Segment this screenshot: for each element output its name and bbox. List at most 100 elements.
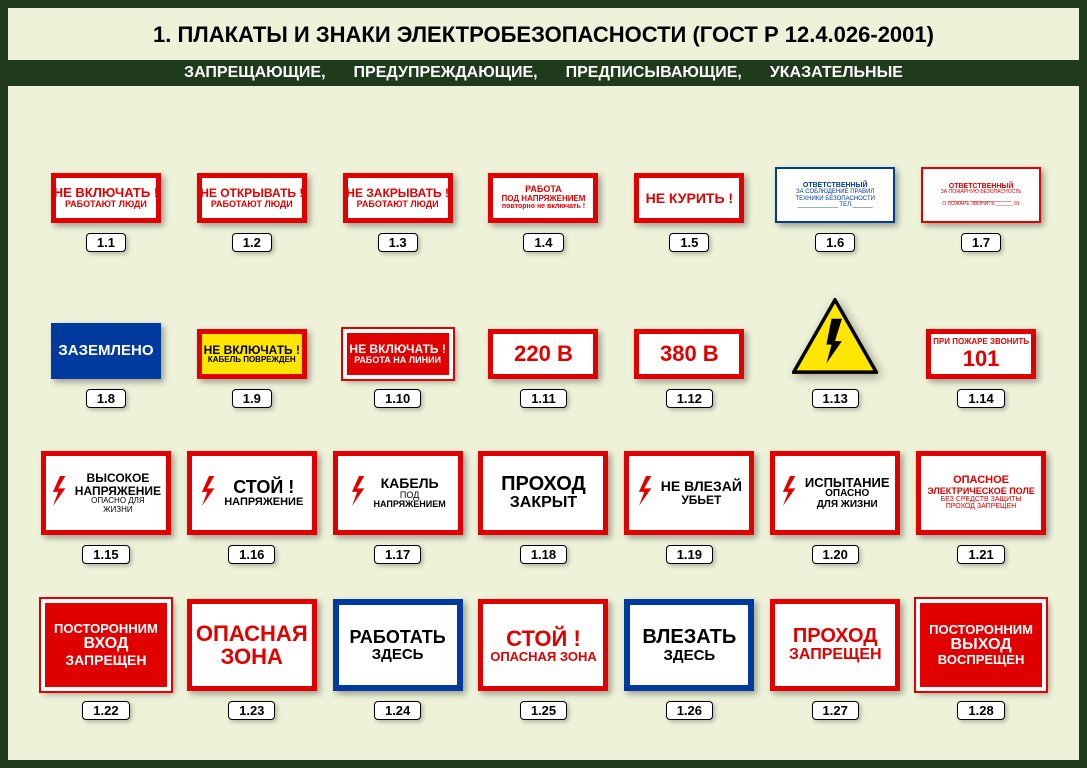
sign-1.12: 380 В (634, 329, 744, 379)
sign-cell-1.28: ПОСТОРОННИМВЫХОДВОСПРЕЩЕН 1.28 (911, 572, 1051, 720)
bolt-icon (781, 476, 799, 510)
sign-cell-1.13: 1.13 (765, 260, 905, 408)
sign-caption: 1.24 (374, 701, 421, 720)
sign-cell-1.6: ОТВЕТСТВЕННЫЙЗА СОБЛЮДЕНИЕ ПРАВИЛТЕХНИКИ… (765, 104, 905, 252)
sign-cell-1.11: 220 В 1.11 (474, 260, 614, 408)
sign-caption: 1.28 (957, 701, 1004, 720)
sign-line: РАБОТАЮТ ЛЮДИ (211, 200, 293, 209)
sign-caption: 1.23 (228, 701, 275, 720)
warning-triangle-icon (792, 298, 878, 379)
sign-line: ПОД НАПРЯЖЕНИЕМ (502, 195, 586, 203)
sign-caption: 1.27 (812, 701, 859, 720)
sign-caption: 1.15 (82, 545, 129, 564)
sign-line: НЕ ЗАКРЫВАТЬ ! (346, 187, 449, 200)
sign-1.10: НЕ ВКЛЮЧАТЬ !РАБОТА НА ЛИНИИ (343, 329, 453, 379)
sign-line: ВЛЕЗАТЬ (642, 627, 736, 648)
sign-line: ОПАСНОЕ (953, 475, 1009, 487)
sign-cell-1.2: НЕ ОТКРЫВАТЬ !РАБОТАЮТ ЛЮДИ1.2 (182, 104, 322, 252)
sign-cell-1.16: СТОЙ !НАПРЯЖЕНИЕ1.16 (182, 416, 322, 564)
sign-1.1: НЕ ВКЛЮЧАТЬ !РАБОТАЮТ ЛЮДИ (51, 173, 161, 223)
sign-line: НЕ ОТКРЫВАТЬ ! (200, 187, 303, 200)
sign-cell-1.23: ОПАСНАЯЗОНА 1.23 (182, 572, 322, 720)
sign-line: НЕ ВКЛЮЧАТЬ ! (54, 186, 158, 200)
sign-caption: 1.19 (666, 545, 713, 564)
sign-1.26: ВЛЕЗАТЬЗДЕСЬ (624, 599, 754, 691)
bolt-icon (350, 476, 368, 510)
sign-caption: 1.3 (378, 233, 418, 252)
sign-1.4: РАБОТАПОД НАПРЯЖЕНИЕМповторно не включат… (488, 173, 598, 223)
sign-1.18: ПРОХОДЗАКРЫТ (478, 451, 608, 535)
sign-cell-1.14: ПРИ ПОЖАРЕ ЗВОНИТЬ1011.14 (911, 260, 1051, 408)
sign-1.2: НЕ ОТКРЫВАТЬ !РАБОТАЮТ ЛЮДИ (197, 173, 307, 223)
sign-line: НЕ ВЛЕЗАЙ (661, 479, 742, 494)
sign-cell-1.3: НЕ ЗАКРЫВАТЬ !РАБОТАЮТ ЛЮДИ 1.3 (328, 104, 468, 252)
sign-line: ВОСПРЕЩЕН (938, 653, 1025, 667)
sign-1.6: ОТВЕТСТВЕННЫЙЗА СОБЛЮДЕНИЕ ПРАВИЛТЕХНИКИ… (775, 167, 895, 223)
sign-caption: 1.22 (82, 701, 129, 720)
sign-caption: 1.5 (669, 233, 709, 252)
sign-line: ИСПЫТАНИЕ (805, 476, 890, 490)
sign-line: ЖИЗНИ (103, 506, 133, 514)
sign-1.23: ОПАСНАЯЗОНА (187, 599, 317, 691)
sign-1.21: ОПАСНОЕЭЛЕКТРИЧЕСКОЕ ПОЛЕБЕЗ СРЕДСТВ ЗАЩ… (916, 451, 1046, 535)
cat-1: ЗАПРЕЩАЮЩИЕ, (184, 64, 326, 82)
cat-3: ПРЕДПИСЫВАЮЩИЕ, (566, 64, 742, 82)
cat-2: ПРЕДУПРЕЖДАЮЩИЕ, (354, 64, 538, 82)
sign-line: РАБОТАЮТ ЛЮДИ (65, 200, 147, 209)
sign-line: КАБЕЛЬ ПОВРЕЖДЕН (208, 356, 296, 364)
sign-cell-1.19: НЕ ВЛЕЗАЙУБЬЕТ1.19 (619, 416, 759, 564)
page-title: 1. ПЛАКАТЫ И ЗНАКИ ЭЛЕКТРОБЕЗОПАСНОСТИ (… (8, 22, 1079, 48)
sign-cell-1.25: СТОЙ !ОПАСНАЯ ЗОНА1.25 (474, 572, 614, 720)
sign-cell-1.21: ОПАСНОЕЭЛЕКТРИЧЕСКОЕ ПОЛЕБЕЗ СРЕДСТВ ЗАЩ… (911, 416, 1051, 564)
sign-1.24: РАБОТАТЬЗДЕСЬ (333, 599, 463, 691)
sign-line: повторно не включать ! (502, 203, 585, 210)
sign-caption: 1.20 (812, 545, 859, 564)
sign-cell-1.1: НЕ ВКЛЮЧАТЬ !РАБОТАЮТ ЛЮДИ1.1 (36, 104, 176, 252)
sign-cell-1.7: ОТВЕТСТВЕННЫЙЗА ПОЖАРНУЮ БЕЗОПАСНОСТЬ___… (911, 104, 1051, 252)
sign-1.3: НЕ ЗАКРЫВАТЬ !РАБОТАЮТ ЛЮДИ (343, 173, 453, 223)
sign-line: ДЛЯ ЖИЗНИ (817, 500, 878, 511)
sign-line: ЗАПРЕЩЕН (65, 653, 146, 668)
sign-cell-1.22: ПОСТОРОННИМВХОДЗАПРЕЩЕН1.22 (36, 572, 176, 720)
sign-line: ЭЛЕКТРИЧЕСКОЕ ПОЛЕ (927, 487, 1034, 496)
sign-1.11: 220 В (488, 329, 598, 379)
sign-caption: 1.26 (666, 701, 713, 720)
sign-1.5: НЕ КУРИТЬ ! (634, 173, 744, 223)
sign-line: ОПАСНАЯ (196, 622, 308, 645)
category-bar: ЗАПРЕЩАЮЩИЕ, ПРЕДУПРЕЖДАЮЩИЕ, ПРЕДПИСЫВА… (8, 60, 1079, 86)
sign-line: НАПРЯЖЕНИЕ (224, 497, 303, 509)
sign-caption: 1.25 (520, 701, 567, 720)
sign-line: ЗАКРЫТ (510, 495, 577, 512)
sign-line: ПРОХОД (501, 474, 586, 495)
sign-1.7: ОТВЕТСТВЕННЫЙЗА ПОЖАРНУЮ БЕЗОПАСНОСТЬ___… (921, 167, 1041, 223)
sign-line: 380 В (660, 342, 719, 365)
sign-caption: 1.8 (86, 389, 126, 408)
sign-cell-1.9: НЕ ВКЛЮЧАТЬ !КАБЕЛЬ ПОВРЕЖДЕН 1.9 (182, 260, 322, 408)
sign-line: СТОЙ ! (506, 627, 581, 650)
sign-cell-1.27: ПРОХОДЗАПРЕЩЕН 1.27 (765, 572, 905, 720)
sign-caption: 1.9 (232, 389, 272, 408)
sign-caption: 1.17 (374, 545, 421, 564)
sign-caption: 1.16 (228, 545, 275, 564)
sign-1.9: НЕ ВКЛЮЧАТЬ !КАБЕЛЬ ПОВРЕЖДЕН (197, 329, 307, 379)
sign-cell-1.26: ВЛЕЗАТЬЗДЕСЬ 1.26 (619, 572, 759, 720)
sign-line: ЗАЗЕМЛЕНО (58, 343, 153, 359)
sign-caption: 1.4 (523, 233, 563, 252)
sign-caption: 1.10 (374, 389, 421, 408)
sign-line: ЗДЕСЬ (663, 648, 715, 664)
sign-caption: 1.11 (520, 389, 567, 408)
sign-1.27: ПРОХОДЗАПРЕЩЕН (770, 599, 900, 691)
sign-1.28: ПОСТОРОННИМВЫХОДВОСПРЕЩЕН (916, 599, 1046, 691)
sign-cell-1.5: НЕ КУРИТЬ ! 1.5 (619, 104, 759, 252)
sign-line: ЗОНА (221, 645, 283, 668)
sign-line: БЕЗ СРЕДСТВ ЗАЩИТЫ (941, 496, 1022, 503)
sign-line: ____________ ТЕЛ.______ (798, 202, 873, 208)
sign-cell-1.8: ЗАЗЕМЛЕНО 1.8 (36, 260, 176, 408)
sign-1.14: ПРИ ПОЖАРЕ ЗВОНИТЬ101 (926, 329, 1036, 379)
sign-caption: 1.21 (957, 545, 1004, 564)
sign-line: ПОСТОРОННИМ (54, 622, 158, 636)
sign-1.8: ЗАЗЕМЛЕНО (51, 323, 161, 379)
sign-cell-1.24: РАБОТАТЬЗДЕСЬ 1.24 (328, 572, 468, 720)
sign-cell-1.18: ПРОХОДЗАКРЫТ1.18 (474, 416, 614, 564)
sign-cell-1.4: РАБОТАПОД НАПРЯЖЕНИЕМповторно не включат… (474, 104, 614, 252)
